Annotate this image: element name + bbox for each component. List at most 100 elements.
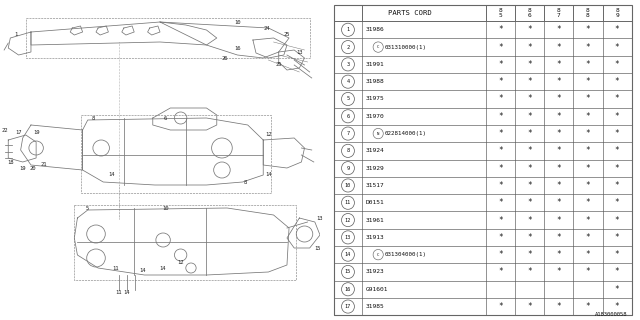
Text: *: * (615, 285, 620, 294)
Text: 6: 6 (346, 114, 349, 119)
Text: *: * (556, 250, 561, 259)
Text: *: * (556, 94, 561, 103)
Text: 8: 8 (346, 148, 349, 153)
Text: *: * (556, 198, 561, 207)
Bar (26, 18, 310, 58)
Text: 31988: 31988 (366, 79, 385, 84)
Text: 19: 19 (19, 165, 26, 171)
Text: 1: 1 (346, 27, 349, 32)
Text: 7: 7 (557, 13, 561, 19)
Text: *: * (527, 94, 532, 103)
Text: *: * (586, 268, 590, 276)
Text: *: * (615, 233, 620, 242)
Text: *: * (498, 198, 502, 207)
Text: 11: 11 (113, 266, 119, 270)
Text: *: * (556, 60, 561, 69)
Text: *: * (527, 112, 532, 121)
Text: *: * (527, 268, 532, 276)
Text: 31961: 31961 (366, 218, 385, 223)
Text: *: * (586, 60, 590, 69)
Text: *: * (498, 43, 502, 52)
Text: 11: 11 (115, 291, 122, 295)
Text: *: * (498, 164, 502, 173)
Text: *: * (527, 198, 532, 207)
Text: 18: 18 (7, 161, 13, 165)
Text: *: * (527, 77, 532, 86)
Text: *: * (615, 181, 620, 190)
Text: *: * (615, 94, 620, 103)
Text: 14: 14 (108, 172, 115, 178)
Text: *: * (498, 146, 502, 156)
Text: 6: 6 (164, 116, 167, 121)
Text: 10: 10 (162, 205, 168, 211)
Text: 22: 22 (2, 127, 8, 132)
Text: 17: 17 (345, 304, 351, 309)
Text: *: * (527, 146, 532, 156)
Text: 14: 14 (159, 266, 165, 270)
Text: 25: 25 (284, 33, 290, 37)
Text: 4: 4 (346, 79, 349, 84)
Text: 8: 8 (244, 180, 247, 185)
Text: 31986: 31986 (366, 27, 385, 32)
Text: 031310000(1): 031310000(1) (385, 44, 427, 50)
Text: 1: 1 (14, 33, 17, 37)
Text: *: * (586, 198, 590, 207)
Text: *: * (615, 250, 620, 259)
Text: *: * (498, 112, 502, 121)
Text: *: * (615, 25, 620, 34)
Text: 31985: 31985 (366, 304, 385, 309)
Text: *: * (586, 43, 590, 52)
Text: N: N (377, 132, 380, 136)
Text: *: * (615, 216, 620, 225)
Text: 12: 12 (345, 218, 351, 223)
Text: 3: 3 (346, 62, 349, 67)
Text: *: * (527, 25, 532, 34)
Text: *: * (615, 164, 620, 173)
Text: 7: 7 (346, 131, 349, 136)
Text: *: * (556, 146, 561, 156)
Text: *: * (586, 25, 590, 34)
Text: 15: 15 (345, 269, 351, 275)
Text: *: * (586, 146, 590, 156)
Text: 031304000(1): 031304000(1) (385, 252, 427, 257)
Text: *: * (527, 60, 532, 69)
Text: C: C (377, 45, 380, 49)
Text: 8: 8 (586, 13, 590, 19)
Text: 12: 12 (265, 132, 271, 138)
Text: *: * (615, 112, 620, 121)
Text: *: * (556, 43, 561, 52)
Text: 31929: 31929 (366, 166, 385, 171)
Text: 9: 9 (346, 166, 349, 171)
Text: *: * (556, 112, 561, 121)
Text: 8: 8 (499, 8, 502, 12)
Text: *: * (586, 233, 590, 242)
Text: *: * (527, 181, 532, 190)
Text: 022814000(1): 022814000(1) (385, 131, 427, 136)
Text: 14: 14 (140, 268, 146, 273)
Text: 10: 10 (345, 183, 351, 188)
Text: 31923: 31923 (366, 269, 385, 275)
Text: *: * (586, 112, 590, 121)
Text: A183000058: A183000058 (595, 312, 627, 317)
Text: *: * (556, 129, 561, 138)
Text: *: * (498, 94, 502, 103)
Text: 8: 8 (528, 8, 531, 12)
Text: PARTS CORD: PARTS CORD (388, 10, 431, 16)
Text: *: * (498, 268, 502, 276)
Text: 10: 10 (234, 20, 241, 25)
Text: *: * (498, 25, 502, 34)
Text: 5: 5 (86, 205, 90, 211)
Text: *: * (498, 77, 502, 86)
Text: 31975: 31975 (366, 96, 385, 101)
Text: *: * (527, 302, 532, 311)
Text: 31517: 31517 (366, 183, 385, 188)
Text: 11: 11 (345, 200, 351, 205)
Text: 8: 8 (557, 8, 561, 12)
Text: *: * (527, 233, 532, 242)
Text: *: * (615, 198, 620, 207)
Text: *: * (556, 25, 561, 34)
Text: 16: 16 (234, 45, 241, 51)
Text: 14: 14 (265, 172, 271, 178)
Text: D0151: D0151 (366, 200, 385, 205)
Text: *: * (498, 302, 502, 311)
